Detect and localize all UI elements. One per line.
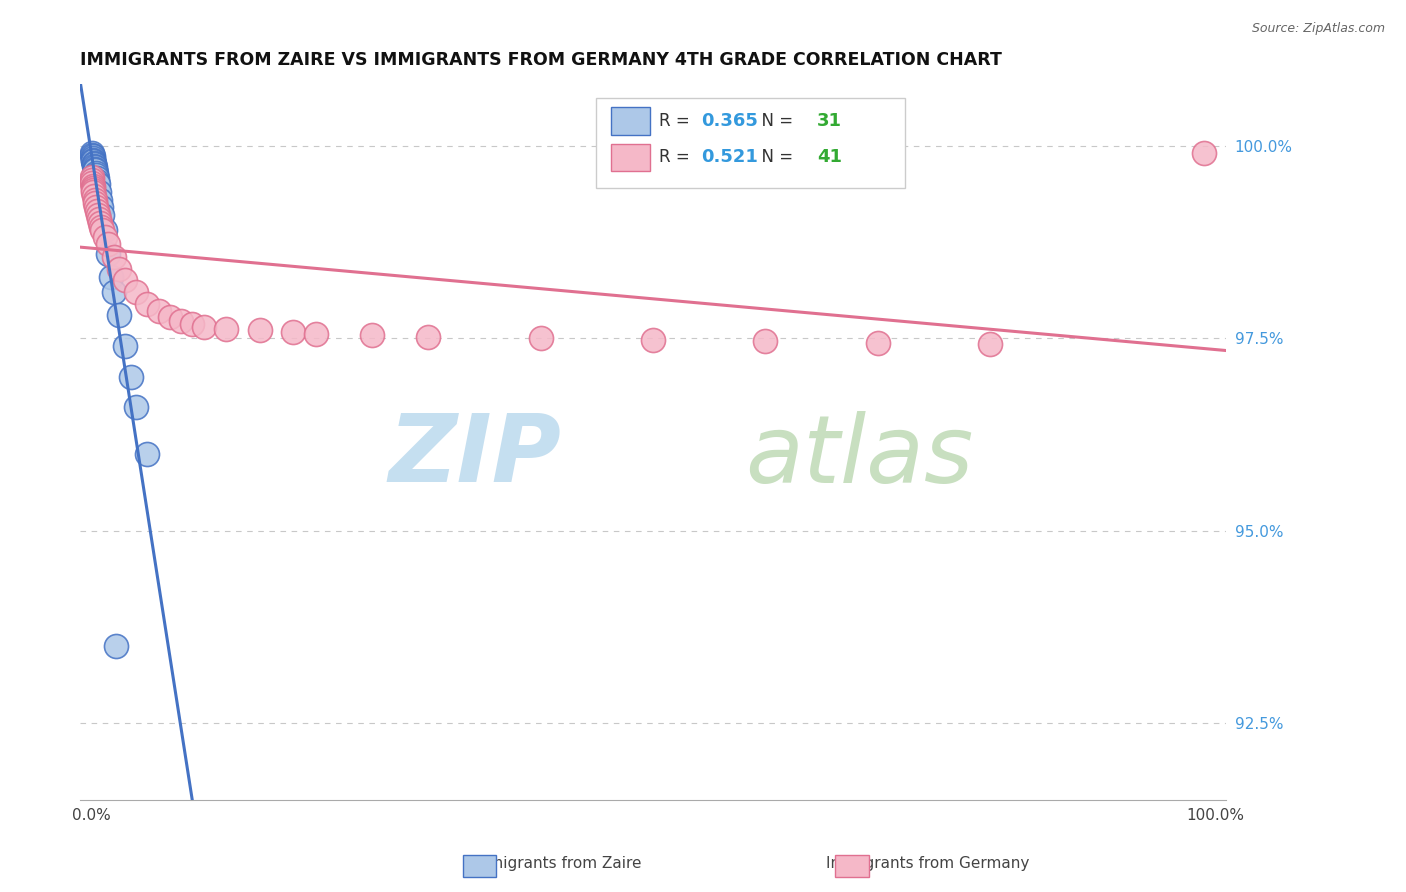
Point bbox=[82, 185, 104, 199]
Point bbox=[193, 319, 215, 334]
Text: 31: 31 bbox=[817, 112, 842, 129]
Point bbox=[93, 223, 115, 237]
Point bbox=[82, 183, 104, 197]
Point bbox=[80, 173, 103, 187]
Point bbox=[125, 401, 148, 415]
Point bbox=[249, 324, 271, 338]
Point bbox=[159, 310, 181, 324]
Point bbox=[83, 161, 105, 176]
Point bbox=[103, 251, 125, 265]
Point bbox=[84, 166, 107, 180]
Point bbox=[82, 148, 104, 162]
Point bbox=[136, 296, 159, 310]
Text: R =: R = bbox=[659, 148, 695, 166]
Text: Immigrants from Zaire: Immigrants from Zaire bbox=[470, 856, 641, 871]
Point bbox=[114, 273, 136, 287]
Point bbox=[82, 153, 104, 167]
Text: N =: N = bbox=[751, 112, 797, 129]
Point bbox=[91, 223, 114, 237]
Point bbox=[86, 171, 108, 186]
Point bbox=[125, 285, 148, 299]
Text: 41: 41 bbox=[817, 148, 842, 166]
Point bbox=[86, 204, 108, 219]
Point bbox=[82, 181, 104, 195]
Point bbox=[866, 335, 889, 350]
FancyBboxPatch shape bbox=[610, 107, 650, 135]
Point bbox=[361, 328, 384, 343]
Point bbox=[114, 339, 136, 353]
Point bbox=[80, 169, 103, 184]
Point bbox=[283, 325, 305, 339]
Point bbox=[108, 261, 131, 276]
Point bbox=[136, 447, 159, 461]
Point bbox=[103, 285, 125, 299]
Point bbox=[87, 178, 110, 192]
Point bbox=[979, 337, 1001, 351]
Point bbox=[643, 333, 665, 347]
Text: IMMIGRANTS FROM ZAIRE VS IMMIGRANTS FROM GERMANY 4TH GRADE CORRELATION CHART: IMMIGRANTS FROM ZAIRE VS IMMIGRANTS FROM… bbox=[80, 51, 1002, 69]
Point bbox=[82, 149, 104, 163]
Point bbox=[418, 329, 440, 343]
Text: Source: ZipAtlas.com: Source: ZipAtlas.com bbox=[1251, 22, 1385, 36]
Point bbox=[82, 176, 104, 190]
Text: 0.365: 0.365 bbox=[702, 112, 758, 129]
FancyBboxPatch shape bbox=[610, 144, 650, 171]
Point bbox=[82, 154, 104, 169]
Point bbox=[215, 322, 238, 336]
Point bbox=[83, 159, 105, 173]
Point bbox=[170, 314, 193, 328]
Point bbox=[84, 196, 107, 211]
Point bbox=[87, 185, 110, 199]
Point bbox=[93, 229, 115, 244]
Point bbox=[90, 219, 112, 234]
Point bbox=[84, 200, 107, 214]
Point bbox=[91, 208, 114, 222]
Point bbox=[530, 331, 553, 345]
Point bbox=[89, 193, 111, 207]
Text: R =: R = bbox=[659, 112, 695, 129]
Point bbox=[89, 216, 111, 230]
Point bbox=[87, 211, 110, 226]
Point bbox=[104, 639, 127, 653]
Point bbox=[83, 155, 105, 169]
Point bbox=[83, 188, 105, 202]
Point bbox=[83, 161, 105, 175]
Point bbox=[82, 151, 104, 165]
Point bbox=[305, 326, 328, 341]
Point bbox=[97, 246, 120, 260]
Point bbox=[83, 193, 105, 207]
Point bbox=[82, 178, 104, 193]
Point bbox=[100, 269, 122, 284]
Point bbox=[97, 237, 120, 252]
FancyBboxPatch shape bbox=[596, 98, 905, 188]
Point bbox=[148, 304, 170, 318]
Point bbox=[90, 200, 112, 214]
Text: atlas: atlas bbox=[745, 411, 973, 502]
Point bbox=[120, 369, 142, 384]
Point bbox=[83, 157, 105, 171]
Text: 0.521: 0.521 bbox=[702, 148, 758, 166]
Point bbox=[86, 174, 108, 188]
Point bbox=[80, 146, 103, 161]
Point bbox=[84, 168, 107, 182]
Text: ZIP: ZIP bbox=[388, 410, 561, 502]
Text: N =: N = bbox=[751, 148, 797, 166]
Point bbox=[108, 308, 131, 322]
Point bbox=[84, 163, 107, 178]
Point bbox=[181, 318, 204, 332]
Point bbox=[754, 334, 776, 349]
Point bbox=[1192, 146, 1215, 161]
Text: Immigrants from Germany: Immigrants from Germany bbox=[827, 856, 1029, 871]
Point bbox=[87, 208, 110, 222]
